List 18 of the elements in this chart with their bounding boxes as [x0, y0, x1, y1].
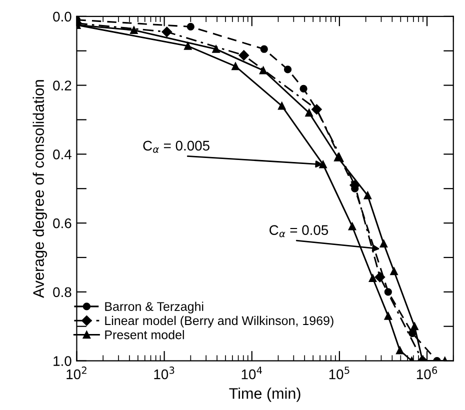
x-tick-label: 10$^{3}$ — [154, 366, 174, 380]
annotation: C$_{α}$ = 0.005 — [143, 140, 210, 153]
x-tick-label: 10$^{2}$ — [66, 366, 86, 380]
y-tick-label: 0.6 — [53, 218, 72, 228]
y-axis-title: Average degree of consolidation — [32, 80, 48, 298]
x-tick-label: 10$^{5}$ — [329, 366, 350, 380]
legend-label: Barron & Terzaghi — [105, 302, 204, 314]
x-axis-title: Time (min) — [229, 388, 300, 402]
y-tick-label: 1.0 — [54, 356, 72, 366]
y-tick-label: 0.8 — [53, 287, 72, 298]
annotation: C$_{α}$ = 0.05 — [270, 225, 328, 238]
legend-label: Linear model (Berry and Wilkinson, 1969) — [105, 316, 334, 328]
x-tick-label: 10$^{4}$ — [242, 366, 262, 380]
y-tick-label: 0.4 — [53, 149, 72, 160]
legend-label: Present model — [105, 330, 184, 340]
y-tick-label: 0.2 — [53, 80, 72, 90]
y-tick-label: 0.0 — [53, 12, 72, 22]
x-tick-label: 10$^{6}$ — [416, 366, 438, 380]
